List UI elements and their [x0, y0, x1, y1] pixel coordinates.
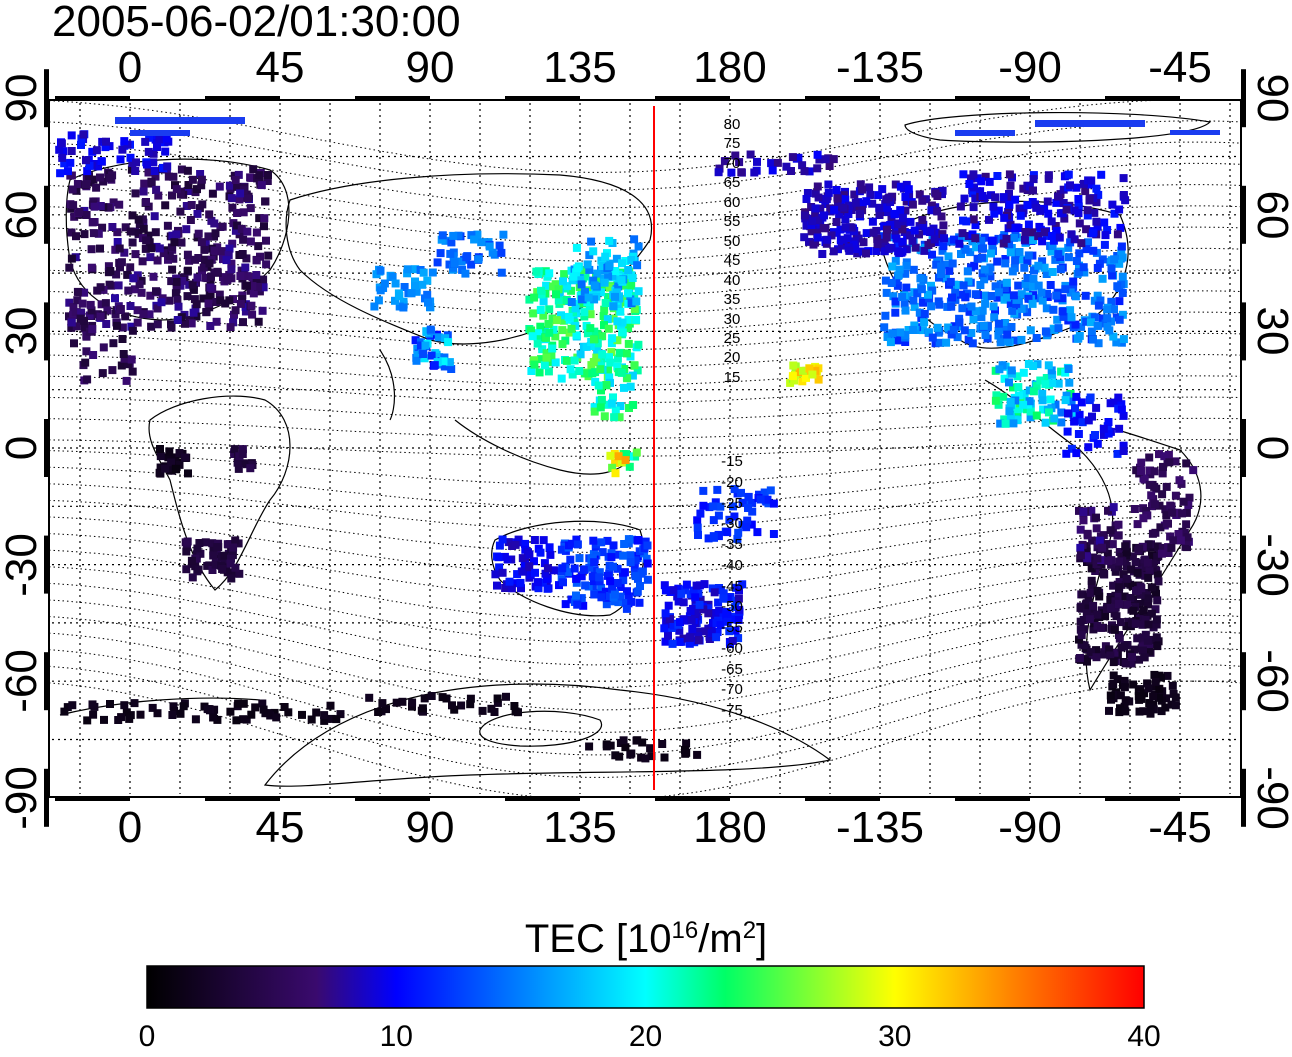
yt-right-label: -60 [1248, 649, 1292, 713]
yt-right-label: -90 [1248, 766, 1292, 830]
xt-bot-label: -135 [835, 803, 925, 852]
magnetic-latitude-label: 40 [723, 271, 741, 289]
magnetic-latitude-label: -60 [721, 639, 743, 657]
xt-bot-label: 45 [255, 803, 305, 852]
xt-bot-label: 135 [543, 803, 617, 852]
tec-data [55, 117, 1220, 763]
magnetic-latitude-label: 20 [723, 349, 741, 367]
xt-bot-label: -45 [1148, 803, 1212, 852]
yt-right-label: 30 [1248, 306, 1292, 356]
magnetic-latitude-label: 55 [723, 213, 741, 231]
colorbar-tick-label: 40 [1127, 1020, 1161, 1053]
yt-left-label: -90 [0, 766, 46, 830]
xt-top-label: 135 [543, 43, 617, 92]
xt-top-label: 45 [255, 43, 305, 92]
colorbar [146, 965, 1145, 1009]
magnetic-latitude-label: -75 [721, 702, 743, 719]
colorbar-label: TEC [1016/m2] [524, 917, 768, 961]
magnetic-latitude-label: -50 [721, 598, 743, 616]
colorbar-tick-label: 10 [379, 1020, 413, 1053]
magnetic-latitude-label: 25 [723, 329, 741, 347]
xt-top-label: 180 [693, 43, 767, 92]
yt-right-label: 0 [1248, 436, 1292, 460]
map-title: 2005-06-02/01:30:00 [52, 0, 461, 46]
xt-bot-label: 0 [117, 803, 143, 852]
yt-left-label: -60 [0, 649, 46, 713]
colorbar-tick-label: 30 [878, 1020, 912, 1053]
yt-right-label: 90 [1248, 73, 1292, 123]
yt-left-label: 30 [0, 306, 46, 356]
magnetic-latitude-label: 30 [723, 310, 741, 328]
magnetic-latitude-label: 45 [723, 252, 741, 270]
yt-left-label: 60 [0, 190, 46, 240]
magnetic-latitude-label: -20 [721, 473, 743, 491]
colorbar-tick-label: 0 [138, 1020, 156, 1053]
yt-left-label: -30 [0, 532, 46, 597]
colorbar-tick-label: 20 [628, 1020, 663, 1053]
magnetic-latitude-label: 50 [723, 232, 741, 250]
magnetic-latitude-label: -35 [721, 536, 743, 553]
magnetic-latitude-label: -40 [721, 556, 743, 574]
yt-left-label: 90 [0, 73, 46, 123]
yt-left-label: 0 [0, 435, 46, 461]
xt-bot-label: -90 [998, 803, 1062, 852]
magnetic-latitude-label: -55 [721, 619, 743, 636]
xt-top-label: 0 [117, 43, 143, 92]
magnetic-latitude-label: -65 [721, 660, 743, 678]
xt-top-label: -45 [1148, 43, 1212, 92]
xt-top-label: -135 [835, 43, 925, 92]
magnetic-latitude-label: 60 [723, 193, 741, 211]
xt-top-label: 90 [405, 43, 455, 92]
magnetic-latitude-label: -45 [721, 577, 743, 595]
yt-right-label: -30 [1248, 532, 1292, 597]
xt-top-label: -90 [998, 43, 1062, 92]
magnetic-latitude-label: 70 [723, 154, 741, 172]
yt-right-label: 60 [1248, 190, 1292, 240]
magnetic-latitude-label: -15 [721, 453, 743, 470]
xt-bot-label: 180 [693, 803, 767, 852]
magnetic-latitude-label: 35 [723, 291, 741, 309]
magnetic-latitude-label: 80 [723, 116, 741, 133]
magnetic-latitude-label: -70 [721, 681, 743, 699]
magnetic-latitude-label: -25 [721, 494, 743, 512]
xt-bot-label: 90 [405, 803, 455, 852]
magnetic-latitude-label: -30 [721, 515, 743, 533]
frame-ticks [44, 69, 1246, 827]
magnetic-latitude-label: 15 [723, 368, 741, 386]
magnetic-latitude-label: 65 [723, 174, 741, 192]
magnetic-latitude-label: 75 [723, 135, 741, 153]
